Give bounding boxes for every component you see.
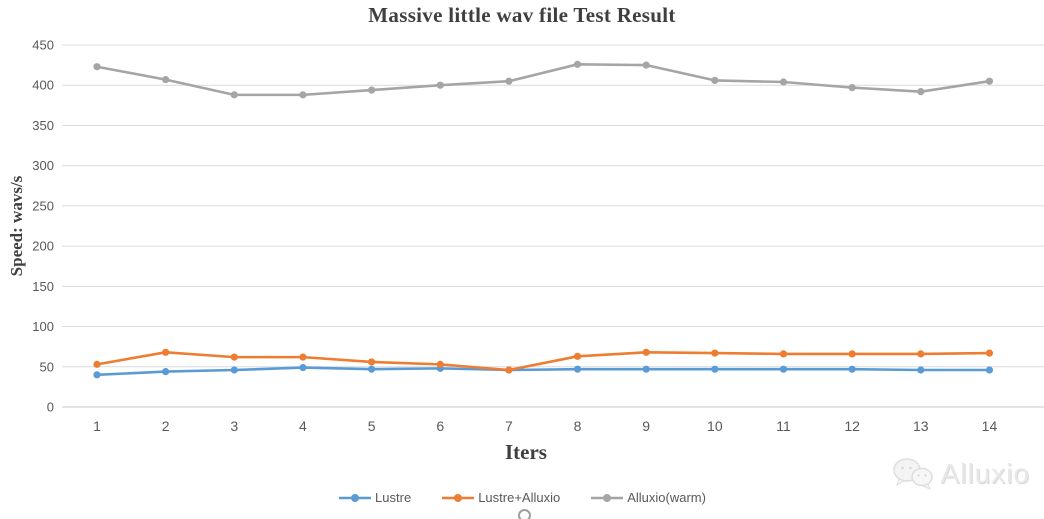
legend-item: Lustre bbox=[338, 490, 411, 505]
data-point-marker bbox=[917, 366, 925, 374]
legend-item: Lustre+Alluxio bbox=[441, 490, 560, 505]
data-point-marker bbox=[917, 88, 925, 96]
data-point-marker bbox=[711, 349, 719, 357]
x-tick-label: 3 bbox=[230, 418, 238, 434]
data-point-marker bbox=[368, 365, 376, 373]
x-tick-label: 4 bbox=[299, 418, 307, 434]
data-point-marker bbox=[711, 76, 719, 84]
wechat-icon bbox=[892, 458, 933, 490]
data-point-marker bbox=[779, 350, 788, 358]
data-point-marker bbox=[368, 358, 376, 366]
y-tick-label: 100 bbox=[32, 319, 54, 334]
data-point-marker bbox=[711, 365, 719, 373]
data-point-marker bbox=[505, 366, 513, 374]
chart-title: Massive little wav file Test Result bbox=[368, 3, 676, 27]
y-axis-title: Speed: wavs/s bbox=[7, 175, 26, 277]
data-point-marker bbox=[985, 77, 994, 85]
data-point-marker bbox=[162, 368, 170, 376]
y-tick-label: 50 bbox=[40, 359, 54, 374]
data-point-marker bbox=[985, 349, 994, 357]
legend: Lustre Lustre+Alluxio Alluxio(warm) bbox=[0, 490, 1044, 505]
data-point-marker bbox=[93, 63, 101, 71]
data-point-marker bbox=[299, 363, 307, 372]
x-tick-label: 11 bbox=[776, 418, 791, 434]
data-point-marker bbox=[93, 371, 101, 379]
data-point-marker bbox=[230, 366, 238, 374]
legend-swatch-icon bbox=[339, 493, 372, 502]
legend-item: Alluxio(warm) bbox=[590, 490, 706, 505]
circle-icon bbox=[518, 509, 531, 519]
legend-label: Lustre+Alluxio bbox=[478, 490, 561, 505]
y-tick-label: 250 bbox=[32, 198, 54, 213]
x-tick-label: 1 bbox=[93, 418, 101, 434]
y-tick-label: 150 bbox=[32, 279, 54, 294]
legend-label: Lustre bbox=[375, 490, 412, 505]
data-point-marker bbox=[505, 77, 513, 85]
legend-swatch-icon bbox=[591, 493, 624, 502]
series-line-lustre-alluxio bbox=[96, 350, 990, 372]
legend-label: Alluxio(warm) bbox=[627, 490, 706, 505]
data-point-marker bbox=[848, 365, 856, 373]
data-point-marker bbox=[230, 91, 238, 99]
data-point-marker bbox=[642, 365, 650, 373]
y-tick-label: 400 bbox=[32, 78, 54, 93]
data-point-marker bbox=[573, 365, 582, 373]
data-point-marker bbox=[299, 353, 307, 361]
x-tick-label: 2 bbox=[162, 418, 170, 434]
data-point-marker bbox=[848, 350, 856, 358]
data-point-marker bbox=[985, 366, 994, 374]
watermark: Alluxio bbox=[891, 456, 1030, 492]
data-point-marker bbox=[230, 353, 238, 361]
series-line-alluxio-warm- bbox=[96, 63, 990, 97]
x-tick-label: 7 bbox=[505, 418, 513, 434]
x-tick-label: 5 bbox=[368, 418, 376, 434]
x-tick-label: 14 bbox=[982, 418, 998, 434]
data-point-marker bbox=[93, 360, 101, 368]
series-line-lustre bbox=[96, 366, 990, 377]
y-tick-label: 200 bbox=[32, 239, 54, 254]
data-point-marker bbox=[299, 91, 307, 99]
data-point-marker bbox=[162, 348, 170, 356]
data-point-marker bbox=[436, 360, 444, 368]
x-axis-title: Iters bbox=[505, 440, 547, 464]
x-tick-label: 12 bbox=[844, 418, 860, 434]
data-point-marker bbox=[848, 84, 856, 92]
data-point-marker bbox=[573, 60, 582, 68]
y-tick-label: 0 bbox=[47, 400, 54, 415]
data-point-marker bbox=[779, 365, 788, 373]
x-tick-label: 13 bbox=[913, 418, 929, 434]
x-tick-label: 9 bbox=[642, 418, 650, 434]
legend-swatch-icon bbox=[442, 493, 475, 502]
data-point-marker bbox=[162, 75, 170, 84]
y-tick-label: 350 bbox=[32, 118, 54, 133]
y-tick-label: 300 bbox=[32, 158, 54, 173]
y-tick-label: 450 bbox=[32, 38, 54, 53]
watermark-text: Alluxio bbox=[940, 458, 1030, 489]
x-tick-label: 8 bbox=[574, 418, 582, 434]
data-point-marker bbox=[436, 81, 444, 89]
x-tick-label: 10 bbox=[707, 418, 723, 434]
data-point-marker bbox=[779, 78, 788, 86]
data-point-marker bbox=[368, 86, 376, 94]
data-point-marker bbox=[642, 61, 650, 69]
data-point-marker bbox=[917, 350, 925, 358]
data-point-marker bbox=[573, 352, 582, 360]
x-tick-label: 6 bbox=[436, 418, 444, 434]
data-point-marker bbox=[642, 348, 650, 356]
